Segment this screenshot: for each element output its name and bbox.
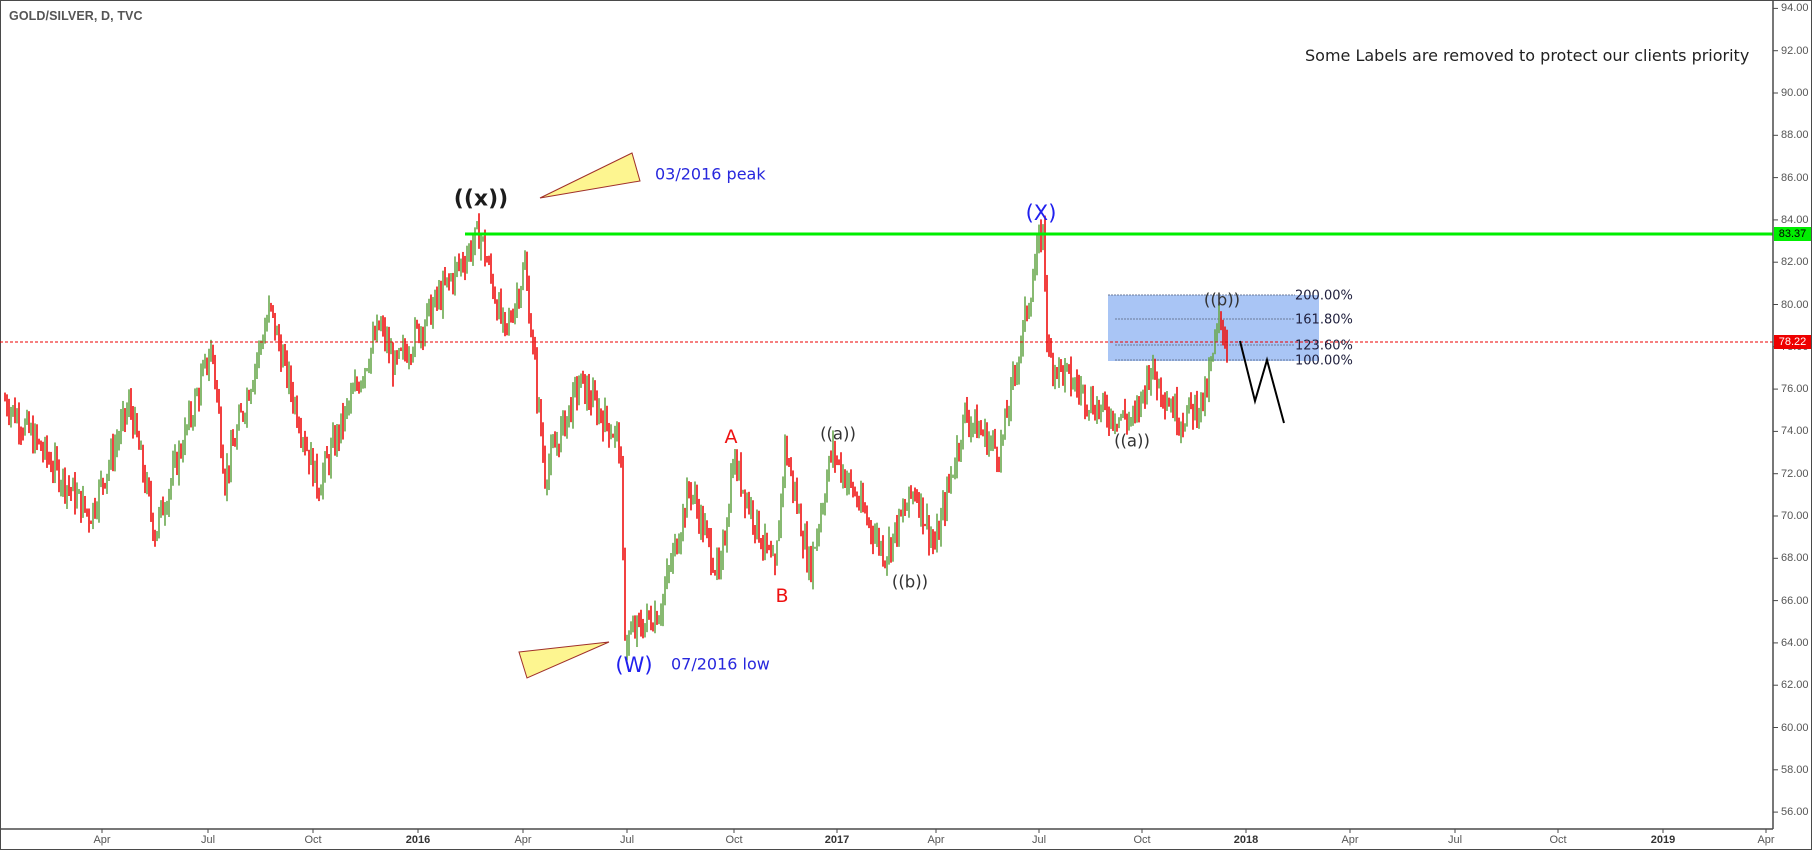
y-axis-label: 82.00 <box>1781 256 1809 269</box>
x-axis-label: Apr <box>1757 834 1775 846</box>
disclaimer-note: Some Labels are removed to protect our c… <box>1305 46 1750 65</box>
x-axis-label: Oct <box>1133 834 1151 846</box>
low-pointer-triangle[interactable] <box>518 641 610 679</box>
y-axis-label: 80.00 <box>1781 298 1809 311</box>
resistance-price-tag: 83.37 <box>1774 227 1811 241</box>
wave-label-a1: ((a)) <box>820 424 856 444</box>
x-axis-label: Apr <box>93 834 111 846</box>
x-axis-label: Apr <box>927 834 945 846</box>
wave-label-W: (W) <box>615 653 653 677</box>
y-axis-label: 88.00 <box>1781 129 1809 142</box>
y-axis-label: 84.00 <box>1781 213 1809 226</box>
wave-label-a2: ((a)) <box>1114 431 1150 451</box>
low-note: 07/2016 low <box>671 654 770 674</box>
y-axis-label: 66.00 <box>1781 594 1809 607</box>
peak-note: 03/2016 peak <box>655 164 766 184</box>
x-axis-label: Jul <box>200 834 216 846</box>
x-axis-label: 2019 <box>1650 834 1676 846</box>
y-axis-label: 92.00 <box>1781 44 1809 57</box>
y-axis-label: 94.00 <box>1781 2 1809 15</box>
wave-label-x: ((x)) <box>453 186 509 212</box>
y-axis-label: 76.00 <box>1781 383 1809 396</box>
ohlc-bars-overlay <box>1108 304 1228 444</box>
y-axis-label: 58.00 <box>1781 763 1809 776</box>
fib-label-161: 161.80% <box>1295 312 1353 328</box>
x-axis-ticks <box>101 829 1767 833</box>
last-price-tag: 78.22 <box>1774 335 1811 349</box>
x-axis-label: Apr <box>514 834 532 846</box>
peak-pointer-triangle[interactable] <box>539 152 641 199</box>
chart-title: GOLD/SILVER, D, TVC <box>9 9 143 23</box>
wave-label-b1: ((b)) <box>891 572 929 592</box>
y-axis-label: 70.00 <box>1781 510 1809 522</box>
x-axis-label: Oct <box>1549 834 1567 846</box>
x-axis-label: Oct <box>304 834 322 846</box>
fib-label-100: 100.00% <box>1295 353 1353 369</box>
y-axis-label: 72.00 <box>1781 467 1809 480</box>
wave-label-A: A <box>724 426 738 448</box>
y-axis-label: 60.00 <box>1781 721 1809 734</box>
y-axis-label: 68.00 <box>1781 552 1809 565</box>
x-axis-label: Jul <box>619 834 635 846</box>
y-axis-ticks <box>1773 7 1778 813</box>
x-axis-label: 2016 <box>405 834 431 846</box>
x-axis-label: 2018 <box>1233 834 1259 846</box>
x-axis-label: 2017 <box>824 834 850 846</box>
wave-label-b2: ((b)) <box>1203 290 1241 310</box>
y-axis-label: 90.00 <box>1781 87 1809 99</box>
y-axis-label: 62.00 <box>1781 679 1809 692</box>
ohlc-bars <box>4 213 1108 661</box>
x-axis-label: Oct <box>725 834 743 846</box>
fib-label-200: 200.00% <box>1295 288 1353 304</box>
y-axis-label: 86.00 <box>1781 171 1809 184</box>
x-axis-label: Jul <box>1031 834 1047 846</box>
fib-extension-box[interactable] <box>1108 295 1319 361</box>
x-axis-label: Jul <box>1447 834 1463 846</box>
y-axis-label: 64.00 <box>1781 636 1809 649</box>
x-axis-label: Apr <box>1341 834 1359 846</box>
fib-label-123: 123.60% <box>1295 338 1353 354</box>
y-axis-label: 74.00 <box>1781 425 1809 438</box>
wave-label-X: (X) <box>1025 201 1057 225</box>
projection-zigzag[interactable] <box>1239 340 1285 424</box>
wave-label-B: B <box>775 585 789 607</box>
y-axis-label: 56.00 <box>1781 806 1809 819</box>
